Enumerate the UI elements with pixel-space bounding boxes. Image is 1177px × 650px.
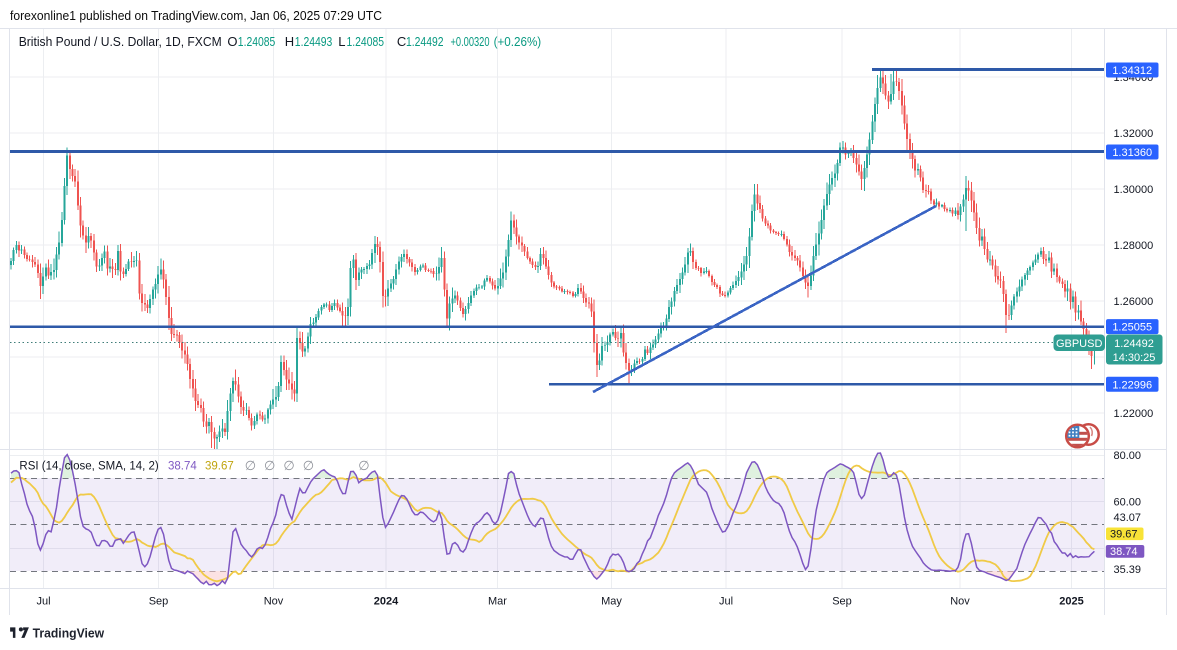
svg-text:Sep: Sep — [149, 596, 169, 608]
svg-text:∅: ∅ — [303, 458, 314, 473]
svg-text:1.31360: 1.31360 — [1112, 147, 1152, 159]
svg-text:TradingView: TradingView — [33, 625, 105, 640]
svg-text:Sep: Sep — [832, 596, 852, 608]
svg-text:Nov: Nov — [264, 596, 284, 608]
svg-text:∅: ∅ — [264, 458, 275, 473]
svg-text:L: L — [338, 34, 345, 49]
svg-text:1.24492: 1.24492 — [406, 34, 444, 49]
svg-text:∅: ∅ — [358, 458, 369, 473]
svg-text:2024: 2024 — [374, 596, 399, 608]
svg-text:1.22000: 1.22000 — [1114, 408, 1154, 420]
svg-text:Nov: Nov — [950, 596, 970, 608]
svg-text:1.30000: 1.30000 — [1114, 184, 1154, 196]
svg-text:GBPUSD: GBPUSD — [1056, 338, 1103, 350]
svg-text:35.39: 35.39 — [1114, 564, 1142, 576]
svg-text:forexonline1 published on Trad: forexonline1 published on TradingView.co… — [10, 8, 382, 23]
svg-text:(+0.26%): (+0.26%) — [494, 34, 542, 49]
svg-text:39.67: 39.67 — [205, 461, 234, 473]
svg-text:1.34312: 1.34312 — [1112, 65, 1152, 77]
svg-text:Jul: Jul — [36, 596, 50, 608]
svg-text:Mar: Mar — [488, 596, 507, 608]
svg-text:H: H — [285, 34, 294, 49]
svg-text:May: May — [601, 596, 622, 608]
svg-text:60.00: 60.00 — [1114, 497, 1142, 509]
svg-text:39.67: 39.67 — [1110, 529, 1138, 541]
svg-text:1.32000: 1.32000 — [1114, 128, 1154, 140]
svg-text:O: O — [227, 34, 237, 49]
svg-text:∅: ∅ — [283, 458, 294, 473]
svg-text:∅: ∅ — [245, 458, 256, 473]
svg-text:1.24493: 1.24493 — [295, 34, 333, 49]
svg-text:1.28000: 1.28000 — [1114, 240, 1154, 252]
svg-text:British Pound / U.S. Dollar, 1: British Pound / U.S. Dollar, 1D, FXCM — [19, 34, 222, 49]
svg-text:RSI (14, close, SMA, 14, 2): RSI (14, close, SMA, 14, 2) — [19, 461, 159, 473]
svg-text:C: C — [397, 34, 406, 49]
svg-text:14:30:25: 14:30:25 — [1113, 352, 1156, 364]
svg-text:Jul: Jul — [719, 596, 733, 608]
svg-text:1.25055: 1.25055 — [1112, 322, 1152, 334]
svg-text:38.74: 38.74 — [168, 461, 197, 473]
svg-text:1.24492: 1.24492 — [1114, 338, 1154, 350]
svg-text:43.07: 43.07 — [1114, 512, 1142, 524]
svg-text:1.24085: 1.24085 — [238, 34, 275, 49]
svg-text:1.26000: 1.26000 — [1114, 296, 1154, 308]
svg-text:+0.00320: +0.00320 — [451, 34, 490, 49]
svg-text:1.22996: 1.22996 — [1112, 379, 1152, 391]
svg-text:38.74: 38.74 — [1110, 546, 1138, 558]
svg-text:2025: 2025 — [1059, 596, 1083, 608]
svg-text:80.00: 80.00 — [1114, 450, 1142, 462]
svg-text:1.24085: 1.24085 — [347, 34, 385, 49]
